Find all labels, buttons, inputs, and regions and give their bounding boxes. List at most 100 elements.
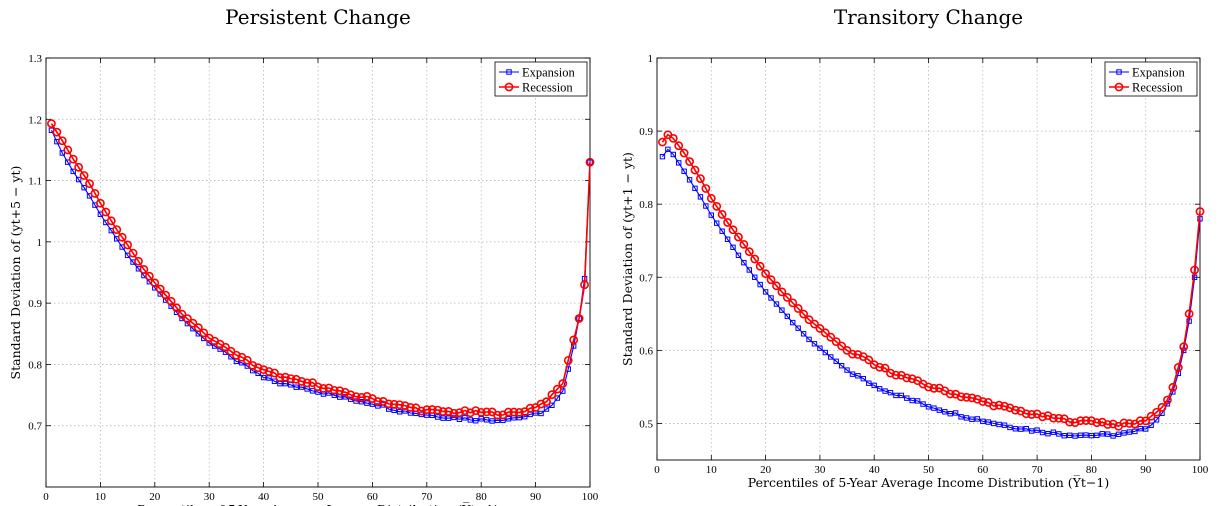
x-tick-label: 40 bbox=[869, 464, 881, 476]
recession-point bbox=[907, 374, 917, 384]
expansion-point bbox=[1094, 432, 1100, 439]
x-tick-label: 50 bbox=[313, 491, 325, 503]
recession-point bbox=[864, 355, 874, 365]
expansion-point bbox=[714, 220, 720, 226]
recession-point bbox=[712, 201, 722, 211]
expansion-point bbox=[741, 259, 747, 266]
persistent-change-chart: Persistent Change 0 10 20 30 40 50 60 70 80 90 100 0… bbox=[8, 5, 599, 506]
y-tick-label: 0.8 bbox=[28, 359, 42, 371]
recession-point bbox=[668, 133, 678, 143]
expansion-point bbox=[724, 236, 731, 242]
recession-point bbox=[1152, 407, 1161, 417]
legend-marker bbox=[1116, 69, 1122, 75]
recession-point bbox=[1135, 416, 1145, 426]
expansion-point bbox=[909, 397, 915, 404]
recession-point bbox=[144, 271, 154, 281]
expansion-point bbox=[980, 418, 986, 425]
expansion-point bbox=[795, 325, 801, 331]
expansion-point bbox=[467, 417, 474, 423]
expansion-point bbox=[1034, 427, 1040, 433]
recession-point bbox=[395, 400, 404, 410]
expansion-point bbox=[887, 389, 894, 396]
expansion-point bbox=[828, 354, 834, 360]
recession-point bbox=[400, 401, 410, 411]
expansion-point bbox=[822, 349, 829, 356]
recession-point bbox=[471, 406, 481, 416]
recession-point bbox=[1070, 418, 1080, 428]
recession-point bbox=[438, 407, 448, 416]
recession-point bbox=[1000, 401, 1009, 411]
recession-point bbox=[1103, 420, 1113, 429]
x-tick-label: 30 bbox=[814, 464, 826, 476]
recession-point bbox=[362, 391, 372, 401]
expansion-point bbox=[505, 416, 512, 422]
recession-point bbox=[755, 261, 765, 271]
expansion-point bbox=[1110, 433, 1116, 439]
recession-point bbox=[101, 207, 111, 217]
recession-point bbox=[810, 319, 819, 329]
expansion-point bbox=[1088, 432, 1095, 439]
expansion-point bbox=[708, 212, 714, 218]
expansion-point bbox=[1039, 429, 1046, 436]
recession-point bbox=[166, 296, 176, 306]
recession-point bbox=[1190, 265, 1199, 275]
recession-point bbox=[1163, 395, 1172, 405]
expansion-point bbox=[882, 388, 888, 394]
x-tick-label: 0 bbox=[654, 464, 660, 476]
recession-point bbox=[449, 408, 459, 418]
expansion-point bbox=[752, 274, 758, 280]
expansion-point bbox=[1083, 432, 1089, 438]
recession-point bbox=[706, 193, 716, 203]
recession-point bbox=[690, 165, 700, 175]
recession-point bbox=[313, 382, 323, 392]
expansion-point bbox=[920, 401, 926, 407]
expansion-point bbox=[790, 319, 796, 326]
recession-point bbox=[989, 401, 999, 411]
expansion-point bbox=[670, 151, 676, 158]
recession-point bbox=[820, 328, 830, 338]
x-tick-label: 10 bbox=[706, 464, 718, 476]
recession-point bbox=[956, 392, 966, 402]
recession-point bbox=[1179, 342, 1189, 352]
recession-point bbox=[772, 281, 781, 291]
expansion-point bbox=[990, 420, 997, 427]
recession-point bbox=[782, 292, 792, 302]
x-tick-label: 70 bbox=[421, 491, 433, 503]
y-tick-label: 1.2 bbox=[28, 114, 42, 126]
expansion-point bbox=[768, 295, 774, 301]
expansion-point bbox=[462, 415, 468, 421]
recession-point bbox=[1125, 419, 1134, 428]
y-axis-label: Standard Deviation of (yt+5 − yt) bbox=[8, 166, 23, 380]
recession-point bbox=[242, 355, 252, 365]
recession-point bbox=[701, 184, 711, 193]
recession-point bbox=[308, 378, 317, 388]
series-recession bbox=[658, 130, 1205, 431]
expansion-point bbox=[697, 194, 704, 200]
expansion-point bbox=[1099, 431, 1105, 437]
expansion-point bbox=[364, 400, 370, 406]
expansion-point bbox=[1023, 426, 1029, 432]
recession-point bbox=[902, 373, 912, 383]
recession-point bbox=[558, 379, 568, 388]
recession-point bbox=[346, 390, 356, 400]
recession-point bbox=[302, 378, 312, 388]
recession-point bbox=[744, 247, 754, 257]
recession-point bbox=[503, 407, 513, 417]
recession-point bbox=[542, 397, 551, 407]
expansion-point bbox=[81, 185, 87, 191]
recession-point bbox=[1195, 207, 1205, 216]
recession-point bbox=[804, 315, 814, 325]
recession-point bbox=[177, 309, 187, 319]
expansion-point bbox=[65, 159, 71, 165]
recession-point bbox=[1027, 410, 1037, 419]
legend-label: Recession bbox=[1132, 81, 1183, 95]
recession-point bbox=[525, 403, 535, 413]
expansion-point bbox=[942, 409, 948, 415]
x-tick-label: 60 bbox=[367, 491, 379, 503]
expansion-point bbox=[1072, 433, 1078, 439]
recession-point bbox=[455, 408, 464, 418]
expansion-point bbox=[445, 415, 452, 421]
recession-point bbox=[924, 382, 933, 392]
expansion-line bbox=[661, 148, 1201, 437]
